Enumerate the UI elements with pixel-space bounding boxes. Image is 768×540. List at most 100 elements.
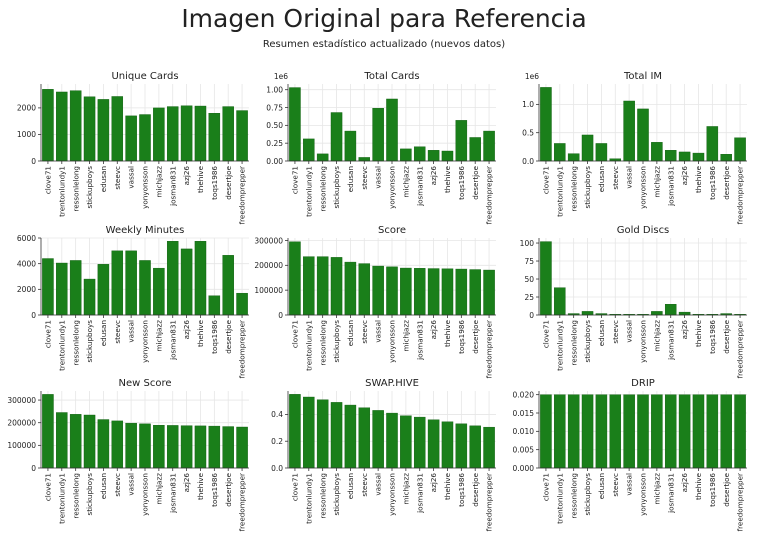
chart-bar	[208, 295, 221, 316]
x-tick-label: josman831	[168, 320, 177, 361]
chart-bar	[344, 404, 357, 469]
y-tick-label: 0.5	[522, 128, 534, 137]
chart-bar	[427, 419, 440, 469]
x-tick-label: josman831	[666, 166, 675, 207]
chart-bar	[720, 154, 732, 162]
y-tick-label: 0.0	[522, 157, 534, 166]
x-tick-label: vassal	[127, 320, 136, 343]
chart-bar	[413, 146, 426, 162]
x-tick-label: edusan	[346, 166, 355, 192]
y-tick-label: 0.0	[271, 464, 283, 473]
chart-bar	[208, 425, 221, 469]
y-tick-label: 0.020	[513, 390, 535, 399]
chart-bar	[483, 426, 495, 469]
y-tick-label: 100000	[7, 441, 36, 450]
y-tick-label: 75	[524, 257, 534, 266]
chart-bar	[595, 394, 608, 469]
x-tick-label: ressonlelong	[318, 166, 327, 212]
y-tick-label: 0.50	[266, 121, 283, 130]
x-tick-label: steevc	[611, 473, 620, 497]
chart-bar	[358, 407, 371, 469]
x-tick-label: clove71	[44, 320, 53, 348]
x-tick-label: azj26	[680, 473, 689, 493]
chart-bar	[678, 394, 691, 469]
x-tick-label: desertjoe	[722, 165, 731, 199]
chart-bar	[455, 268, 468, 316]
x-tick-label: stickupboys	[332, 166, 341, 209]
chart-bar	[554, 394, 566, 469]
x-tick-label: desertjoe	[224, 319, 233, 353]
y-offset-label: 1e6	[525, 72, 539, 81]
chart-bar	[664, 150, 677, 162]
chart-bar	[469, 269, 481, 316]
y-tick-label: 50	[524, 275, 534, 284]
chart-bar	[83, 414, 96, 469]
x-tick-label: josman831	[168, 473, 177, 514]
y-tick-label: 6000	[17, 234, 36, 243]
x-tick-label: thehive	[694, 165, 703, 193]
chart-panel: 0.0 0.2 0.4 clove71 trentonlundy1 ressonlelon…	[271, 378, 496, 531]
chart-bar	[427, 150, 440, 162]
y-tick-label: 0.4	[271, 410, 283, 419]
x-tick-label: stickupboys	[85, 473, 94, 516]
chart-title: Total Cards	[363, 71, 419, 82]
chart-bar	[125, 422, 137, 469]
chart-bar	[56, 262, 68, 316]
x-tick-label: steevc	[360, 320, 369, 344]
chart-bar	[386, 98, 398, 162]
chart-panel: 0 25 50 75 100 clove71 trentonlundy1 ressonlelo…	[520, 225, 747, 378]
x-tick-label: edusan	[99, 166, 108, 192]
chart-bar	[69, 260, 82, 316]
chart-bar	[139, 114, 151, 162]
y-tick-label: 0.010	[513, 427, 535, 436]
x-tick-label: clove71	[44, 166, 53, 194]
chart-bar	[567, 153, 580, 162]
chart-bar	[372, 265, 384, 316]
y-tick-label: 25	[524, 293, 534, 302]
x-tick-label: yonyonsson	[639, 166, 648, 209]
x-tick-label: thehive	[443, 319, 452, 347]
chart-panel: 0 2000 4000 6000 clove71 trentonlundy1 ressonl…	[17, 225, 249, 378]
x-tick-label: steevc	[360, 166, 369, 190]
x-tick-label: vassal	[374, 166, 383, 189]
x-tick-label: josman831	[666, 320, 675, 361]
x-tick-label: freedomprepper	[736, 166, 745, 224]
x-tick-label: ressonlelong	[71, 166, 80, 212]
chart-bar	[372, 410, 384, 469]
x-tick-label: michjazz	[401, 320, 410, 352]
chart-bar	[441, 268, 454, 316]
y-tick-label: 1.0	[522, 100, 534, 109]
chart-bar	[637, 394, 649, 469]
x-tick-label: desertjoe	[224, 165, 233, 199]
x-tick-label: freedomprepper	[736, 473, 745, 531]
y-tick-label: 100000	[254, 286, 283, 295]
x-tick-label: ressonlelong	[569, 320, 578, 366]
chart-bar	[289, 394, 301, 469]
x-tick-label: thehive	[196, 319, 205, 347]
x-tick-label: vassal	[625, 320, 634, 343]
y-tick-label: 1.00	[266, 86, 283, 95]
x-tick-label: edusan	[99, 320, 108, 346]
x-tick-label: vassal	[625, 166, 634, 189]
chart-bar	[734, 137, 746, 162]
chart-bar	[69, 414, 82, 469]
chart-bar	[97, 419, 110, 469]
x-tick-label: yonyonsson	[388, 320, 397, 363]
x-tick-label: yonyonsson	[639, 320, 648, 363]
chart-bar	[208, 113, 221, 162]
y-tick-label: 4000	[17, 259, 36, 268]
x-tick-label: ressonlelong	[569, 473, 578, 519]
chart-bar	[180, 105, 193, 162]
chart-title: Total IM	[623, 71, 662, 82]
chart-bar	[483, 130, 495, 162]
chart-bar	[139, 423, 151, 469]
chart-bar	[567, 394, 580, 469]
chart-bar	[692, 152, 705, 162]
chart-bar	[400, 267, 412, 316]
x-tick-label: ressonlelong	[569, 166, 578, 212]
chart-bar	[455, 423, 468, 469]
chart-bar	[664, 394, 677, 469]
chart-title: Unique Cards	[111, 71, 178, 82]
x-tick-label: thehive	[443, 472, 452, 500]
x-tick-label: clove71	[44, 473, 53, 501]
